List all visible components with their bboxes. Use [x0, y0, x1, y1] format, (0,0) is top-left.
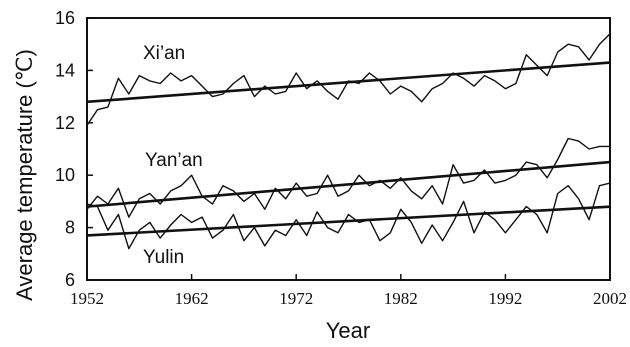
x-tick-label: 1982	[384, 289, 418, 308]
x-axis-ticks: 1952 1962 1972 1982 1992 2002	[70, 274, 627, 308]
y-tick-label: 6	[65, 270, 75, 290]
series-label-xian: Xi’an	[143, 43, 185, 64]
x-tick-label: 1962	[175, 289, 209, 308]
x-tick-label: 1952	[70, 289, 104, 308]
series-line-yanan	[86, 137, 610, 218]
plot-frame	[86, 17, 611, 281]
series-lines	[86, 33, 611, 250]
x-tick-label: 2002	[593, 289, 627, 308]
series-line-yulin	[86, 182, 611, 250]
series-label-yulin: Yulin	[143, 247, 184, 268]
x-tick-label: 1972	[279, 289, 313, 308]
series-label-yanan: Yan’an	[145, 150, 203, 171]
x-axis-label: Year	[326, 318, 370, 343]
trend-lines	[86, 61, 611, 237]
y-axis-label: Average temperature (℃)	[12, 49, 37, 301]
y-tick-label: 14	[55, 60, 75, 80]
y-tick-label: 8	[65, 218, 75, 238]
y-tick-label: 16	[55, 8, 75, 28]
series-line-xian	[86, 33, 611, 126]
y-tick-label: 12	[55, 113, 75, 133]
x-tick-label: 1992	[488, 289, 522, 308]
trend-line-yanan	[86, 160, 611, 208]
y-tick-label: 10	[55, 165, 75, 185]
